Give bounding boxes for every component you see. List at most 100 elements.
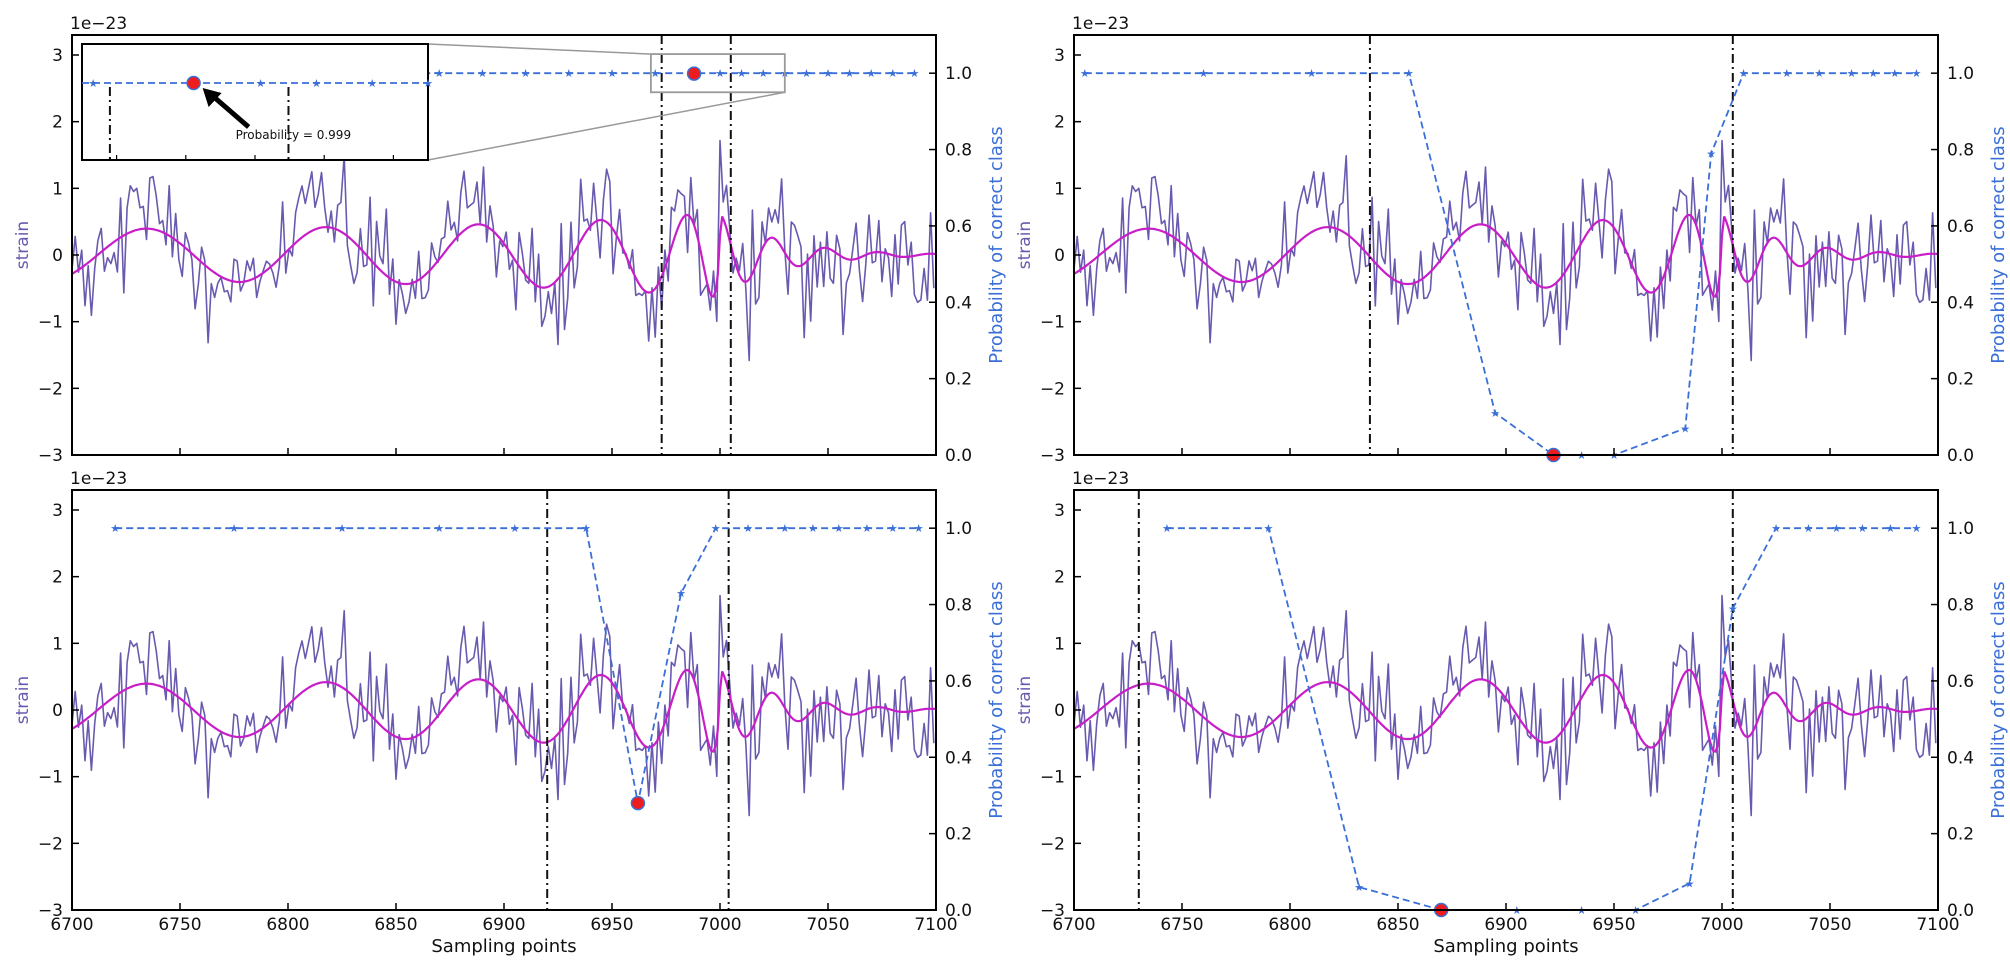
probability-point: ★ [1263, 522, 1273, 535]
prob-axis-label: Probability of correct class [1988, 581, 2009, 818]
probability-point: ★ [823, 67, 833, 80]
strain-tick-label: 2 [52, 568, 63, 588]
probability-point: ★ [110, 522, 120, 535]
probability-point: ★ [1886, 522, 1896, 535]
prob-axis-label: Probability of correct class [986, 581, 1007, 818]
probability-point: ★ [845, 67, 855, 80]
prob-tick-label: 0.0 [945, 901, 972, 921]
x-tick-label: 7000 [1700, 915, 1743, 935]
inset-highlight-point [186, 75, 201, 91]
probability-point: ★ [1911, 522, 1921, 535]
x-tick-label: 6700 [1052, 915, 1095, 935]
prob-tick-label: 0.2 [1947, 825, 1974, 845]
prob-axis-label: Probability of correct class [986, 126, 1007, 363]
scale-label: 1e−23 [70, 14, 127, 34]
strain-axis-label: strain [1015, 221, 1035, 269]
probability-point: ★ [1803, 522, 1813, 535]
zoom-connector-top [427, 43, 651, 55]
probability-point: ★ [1847, 67, 1857, 80]
strain-tick-label: 0 [52, 246, 63, 266]
probability-point: ★ [1890, 67, 1900, 80]
strain-tick-label: −2 [38, 834, 63, 854]
probability-point: ★ [1080, 67, 1090, 80]
prob-tick-label: 0.4 [945, 293, 972, 313]
probability-point: ★ [743, 522, 753, 535]
probability-point: ★ [758, 67, 768, 80]
x-tick-label: 6700 [50, 915, 93, 935]
inset-probability-point: ★ [256, 77, 266, 90]
highlight-point [686, 66, 702, 81]
x-tick-label: 7050 [806, 915, 849, 935]
strain-tick-label: −1 [1040, 768, 1065, 788]
probability-point: ★ [888, 522, 898, 535]
x-tick-label: 6850 [1376, 915, 1419, 935]
probability-point: ★ [862, 522, 872, 535]
probability-point: ★ [1771, 522, 1781, 535]
probability-point: ★ [1728, 602, 1738, 615]
strain-tick-label: −3 [1040, 446, 1065, 466]
strain-tick-label: 1 [1054, 634, 1065, 654]
panel-3: ★★★★★★★★★★★★★★★★−3−2−101230.00.20.40.60.… [13, 469, 1007, 957]
probability-point: ★ [607, 67, 617, 80]
probability-point: ★ [715, 67, 725, 80]
prob-tick-label: 1.0 [945, 519, 972, 539]
plot-area [72, 490, 936, 910]
strain-noisy-series [72, 139, 935, 362]
strain-tick-label: 0 [52, 701, 63, 721]
strain-tick-label: −1 [38, 768, 63, 788]
plot-area [72, 35, 936, 455]
probability-point: ★ [510, 522, 520, 535]
inset-axes: ★★★★★★Probability = 0.999 [81, 43, 433, 161]
probability-point: ★ [1814, 67, 1824, 80]
probability-point: ★ [801, 67, 811, 80]
probability-point: ★ [834, 522, 844, 535]
strain-tick-label: 3 [1054, 46, 1065, 66]
probability-point: ★ [1680, 422, 1690, 435]
x-tick-label: 6900 [482, 915, 525, 935]
prob-tick-label: 0.0 [1947, 446, 1974, 466]
strain-signal-series [72, 213, 936, 298]
probability-point: ★ [1162, 522, 1172, 535]
probability-point: ★ [650, 67, 660, 80]
strain-axis-label: strain [1015, 676, 1035, 724]
strain-tick-label: 3 [1054, 501, 1065, 521]
probability-point: ★ [914, 522, 924, 535]
x-tick-label: 6950 [1592, 915, 1635, 935]
strain-tick-label: 1 [1054, 179, 1065, 199]
annotation-arrow [209, 93, 251, 129]
panel-2: ★★★★★★★★★★★★★★★★★−3−2−101230.00.20.40.60… [1015, 14, 2009, 466]
probability-point: ★ [1354, 881, 1364, 894]
probability-point: ★ [676, 587, 686, 600]
inset-probability-point: ★ [88, 77, 98, 90]
panel-4: ★★★★★★★★★★★★★★★−3−2−101230.00.20.40.60.8… [1015, 469, 2009, 957]
prob-tick-label: 1.0 [1947, 64, 1974, 84]
probability-point: ★ [581, 522, 591, 535]
probability-series [1166, 527, 1917, 911]
prob-tick-label: 0.0 [1947, 901, 1974, 921]
x-tick-label: 6800 [1268, 915, 1311, 935]
probability-point: ★ [888, 67, 898, 80]
x-tick-label: 6750 [158, 915, 201, 935]
annotation-text: Probability = 0.999 [236, 128, 351, 142]
x-tick-label: 7050 [1808, 915, 1851, 935]
prob-tick-label: 0.2 [945, 825, 972, 845]
strain-tick-label: −2 [1040, 379, 1065, 399]
plot-area [1074, 490, 1938, 910]
probability-point: ★ [711, 522, 721, 535]
prob-tick-label: 0.4 [1947, 748, 1974, 768]
prob-tick-label: 0.8 [945, 596, 972, 616]
x-tick-label: 7000 [698, 915, 741, 935]
probability-point: ★ [434, 522, 444, 535]
prob-tick-label: 1.0 [945, 64, 972, 84]
zoom-connector-bottom [427, 91, 785, 161]
plot-area [1074, 35, 1938, 455]
inset-probability-point: ★ [367, 77, 377, 90]
strain-noisy-series [1074, 139, 1937, 362]
probability-point: ★ [1739, 67, 1749, 80]
probability-point: ★ [1857, 522, 1867, 535]
strain-tick-label: 0 [1054, 701, 1065, 721]
probability-point: ★ [337, 522, 347, 535]
strain-signal-series [1074, 213, 1938, 298]
strain-tick-label: 3 [52, 501, 63, 521]
probability-point: ★ [909, 67, 919, 80]
